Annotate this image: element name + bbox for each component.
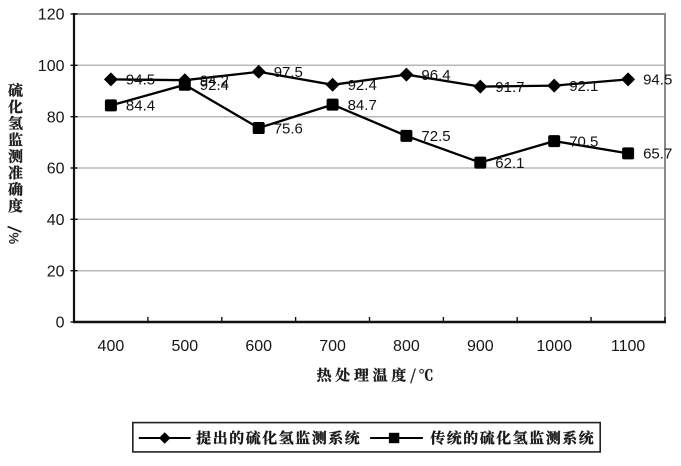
svg-text:70.5: 70.5 bbox=[569, 133, 598, 150]
svg-text:20: 20 bbox=[47, 263, 65, 280]
svg-text:700: 700 bbox=[319, 338, 346, 355]
svg-text:120: 120 bbox=[38, 7, 65, 24]
svg-text:80: 80 bbox=[47, 109, 65, 126]
svg-text:92.1: 92.1 bbox=[569, 78, 598, 95]
svg-text:400: 400 bbox=[98, 338, 125, 355]
svg-text:900: 900 bbox=[467, 338, 494, 355]
svg-text:97.5: 97.5 bbox=[274, 64, 303, 81]
svg-text:60: 60 bbox=[47, 161, 65, 178]
svg-text:0: 0 bbox=[56, 315, 65, 332]
svg-text:40: 40 bbox=[47, 212, 65, 229]
svg-text:600: 600 bbox=[245, 338, 272, 355]
svg-text:96.4: 96.4 bbox=[421, 67, 450, 84]
svg-text:92.4: 92.4 bbox=[200, 77, 229, 94]
svg-text:94.5: 94.5 bbox=[126, 72, 155, 89]
svg-text:800: 800 bbox=[393, 338, 420, 355]
svg-text:94.5: 94.5 bbox=[643, 72, 672, 89]
svg-text:84.7: 84.7 bbox=[348, 97, 377, 114]
svg-text:84.4: 84.4 bbox=[126, 98, 155, 115]
svg-text:500: 500 bbox=[171, 338, 198, 355]
svg-text:94.2: 94.2 bbox=[200, 73, 229, 90]
svg-text:72.5: 72.5 bbox=[421, 128, 450, 145]
svg-text:1000: 1000 bbox=[536, 338, 572, 355]
svg-text:91.7: 91.7 bbox=[495, 79, 524, 96]
svg-text:65.7: 65.7 bbox=[643, 146, 672, 163]
svg-text:62.1: 62.1 bbox=[495, 155, 524, 172]
svg-text:1100: 1100 bbox=[611, 338, 646, 355]
svg-text:100: 100 bbox=[38, 58, 65, 75]
svg-text:75.6: 75.6 bbox=[274, 120, 303, 137]
svg-text:92.4: 92.4 bbox=[348, 77, 377, 94]
